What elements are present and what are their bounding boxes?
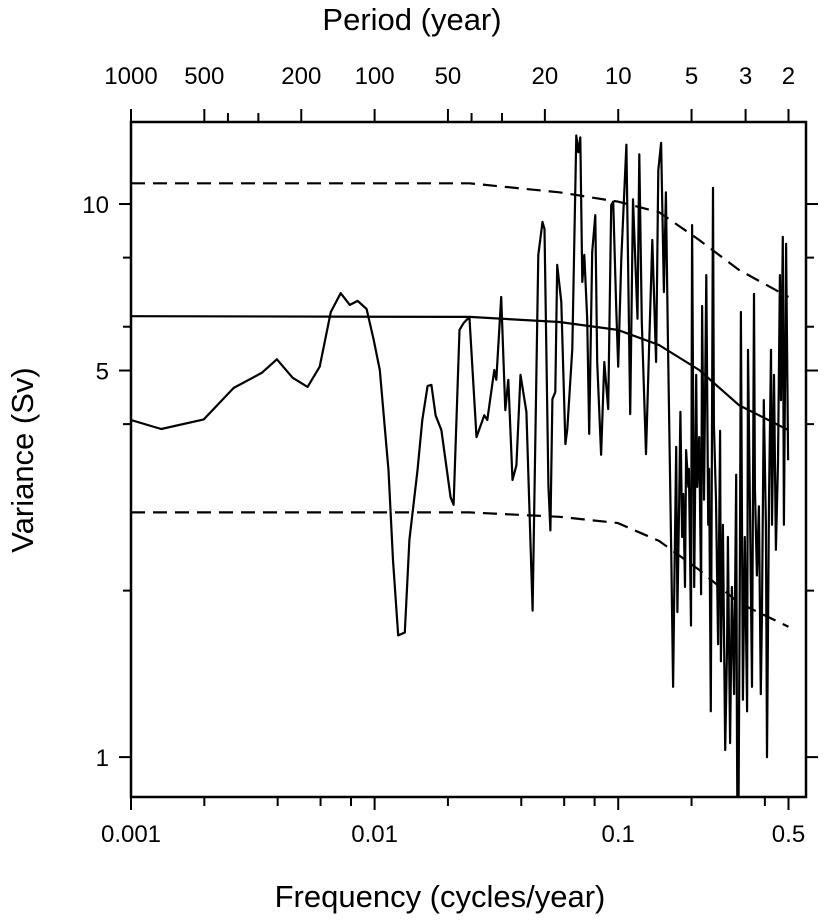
top-tick-label: 20 <box>532 63 559 90</box>
top-tick-label: 10 <box>605 63 632 90</box>
top-tick-label: 1000 <box>104 63 157 90</box>
x-tick-label: 0.001 <box>101 821 161 848</box>
plot-frame <box>129 120 808 799</box>
y-tick-label: 10 <box>82 192 109 219</box>
series-group <box>131 134 790 797</box>
upper-confidence-line <box>131 182 790 298</box>
top-tick-label: 50 <box>435 63 462 90</box>
lower-confidence-line <box>131 511 789 628</box>
top-tick-label: 5 <box>685 63 698 90</box>
top-tick-label: 3 <box>739 63 752 90</box>
top-tick-label: 500 <box>184 63 224 90</box>
y-tick-label: 1 <box>96 745 109 772</box>
y-tick-label: 5 <box>96 359 109 386</box>
top-tick-label: 2 <box>782 63 795 90</box>
top-axis-title: Period (year) <box>322 2 501 37</box>
spectrum-line <box>131 134 790 797</box>
axis-ticks: 0.001 0.01 0.1 0.5 1000 500 200 100 50 20 10 5 3 2 1 5 1… <box>82 63 818 848</box>
top-tick-label: 100 <box>355 63 395 90</box>
x-axis-title: Frequency (cycles/year) <box>275 879 606 914</box>
x-tick-label: 0.01 <box>351 821 398 848</box>
x-tick-label: 0.5 <box>772 821 805 848</box>
y-axis-title: Variance (Sv) <box>5 367 40 553</box>
red-noise-line <box>131 315 789 432</box>
top-tick-label: 200 <box>281 63 321 90</box>
x-tick-label: 0.1 <box>602 821 635 848</box>
